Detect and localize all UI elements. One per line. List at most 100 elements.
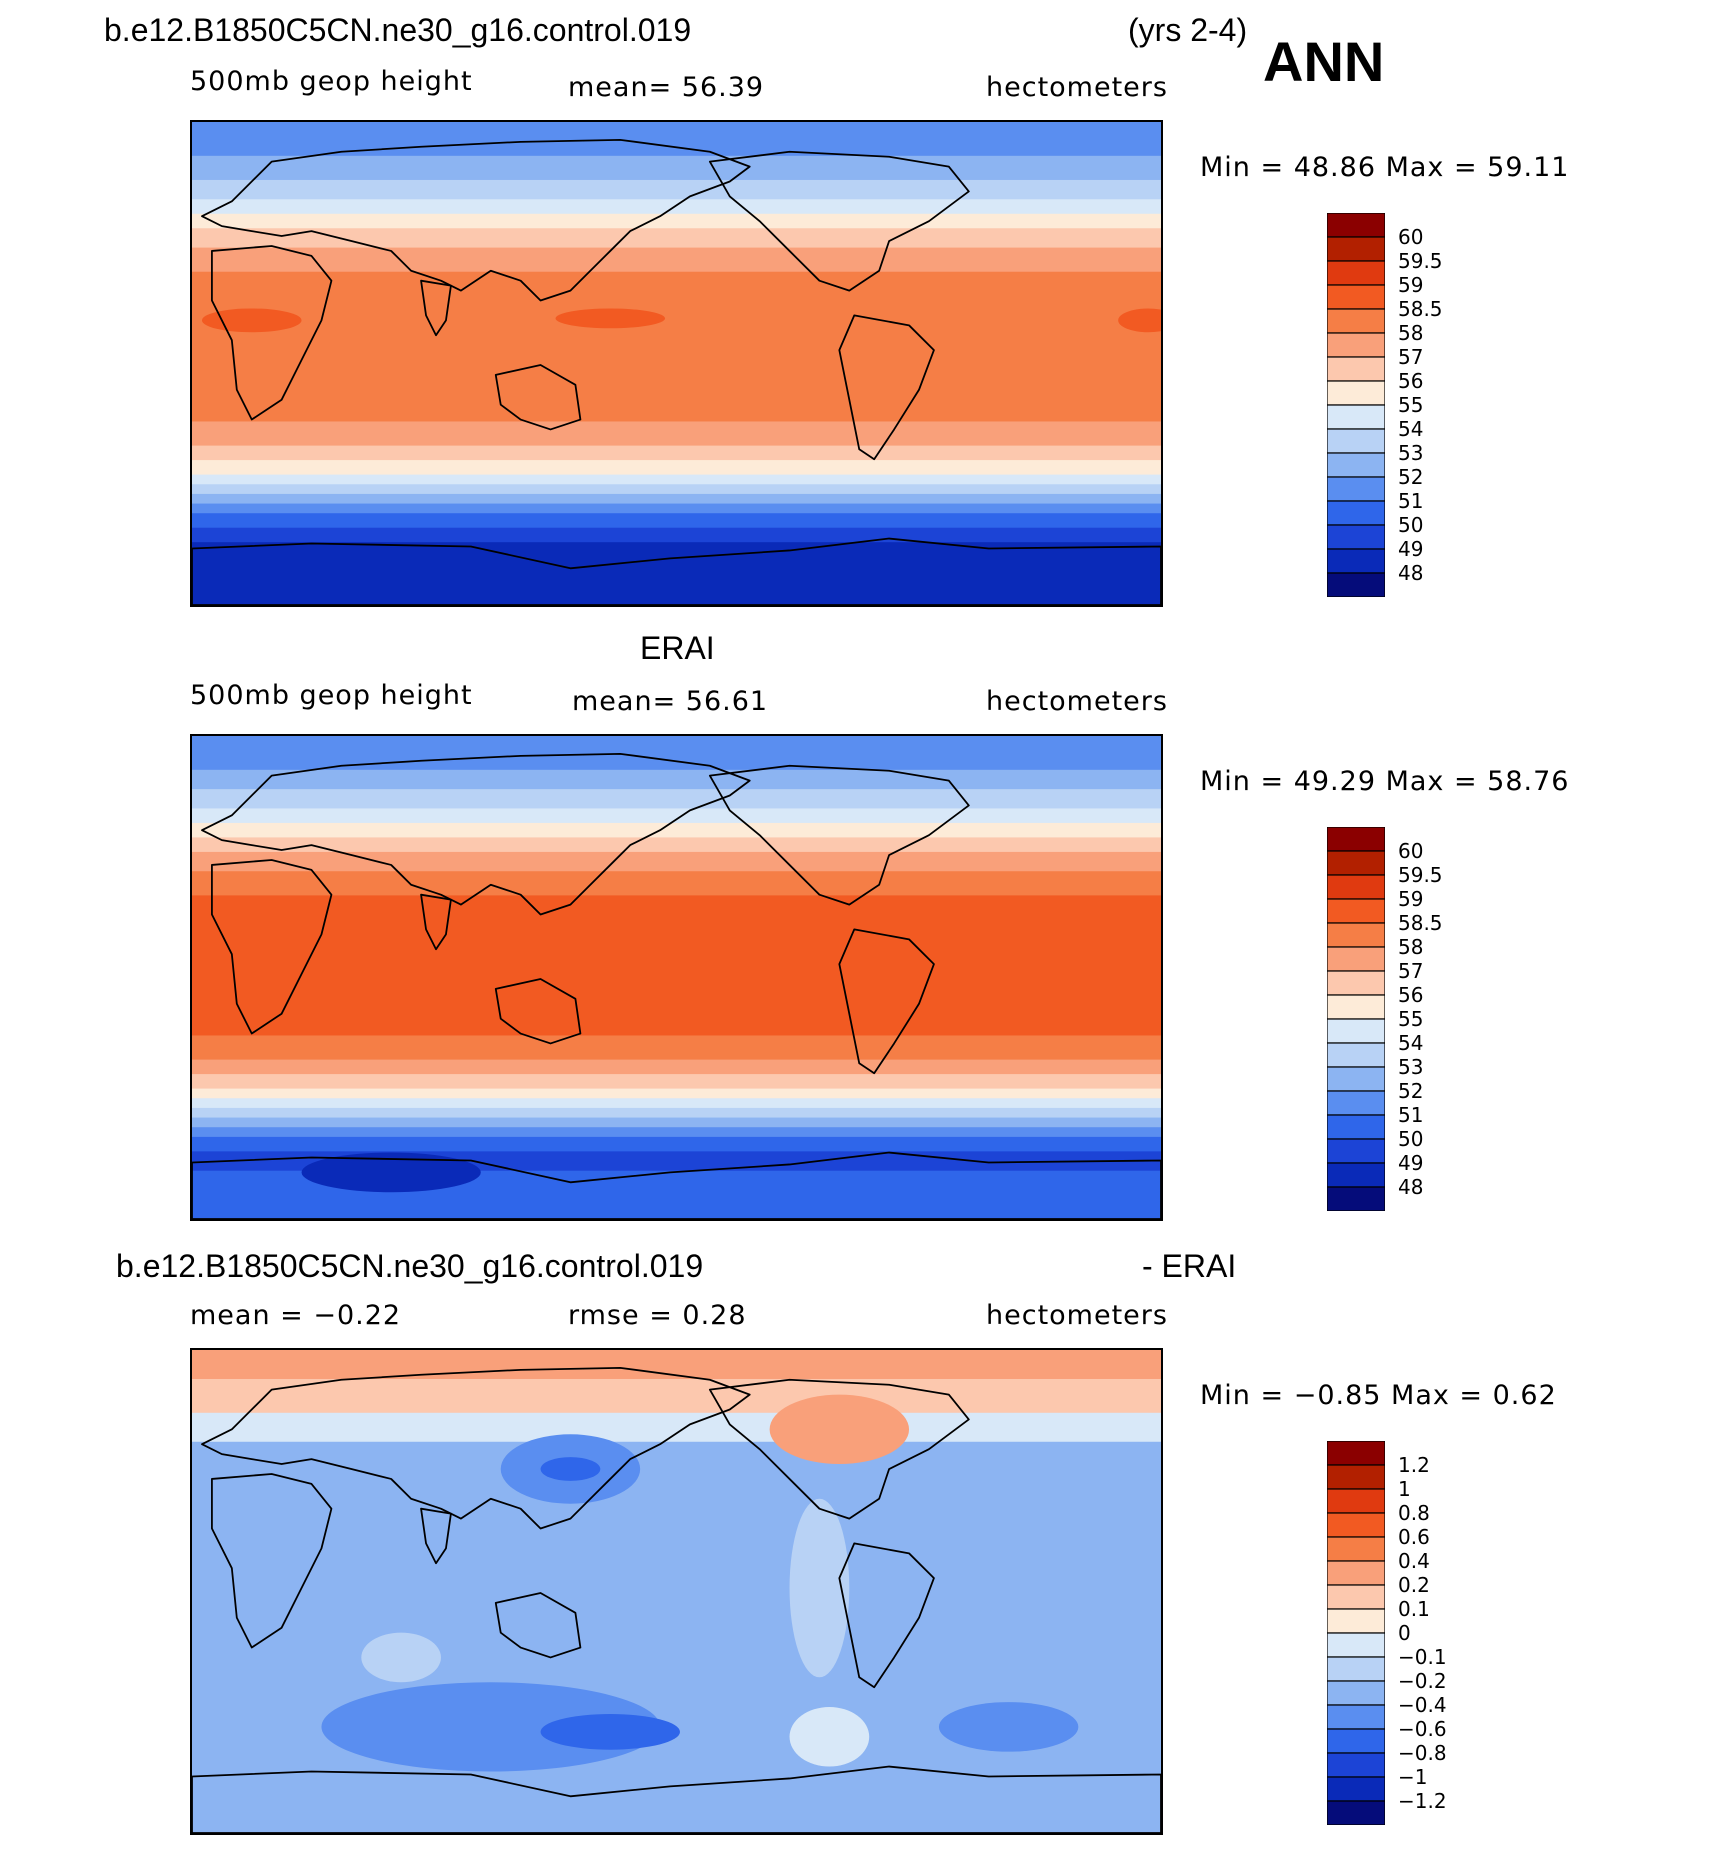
coastline [420,893,452,951]
contour-band [192,871,1161,897]
panel1-colorbar-labels: 60 59.5 59 58.5 58 57 56 55 54 53 52 51 50 49 48 [1398,213,1498,597]
colorbar-label: 50 [1398,513,1424,537]
panel1-map [190,120,1163,607]
contour-band [192,271,1161,423]
contour-band [192,484,1161,495]
contour-blob [1118,308,1161,333]
colorbar-label: 0.2 [1398,1573,1430,1597]
panel2-map [190,734,1163,1221]
contour-band [192,542,1161,605]
colorbar-label: 0.8 [1398,1501,1430,1525]
colorbar-label: −0.4 [1398,1693,1447,1717]
colorbar-label: 0.6 [1398,1525,1430,1549]
colorbar-label: 59.5 [1398,863,1443,887]
contour-blob [361,1632,441,1683]
contour-band [192,213,1161,230]
colorbar-label: −0.8 [1398,1741,1447,1765]
colorbar-label: 58.5 [1398,911,1443,935]
colorbar-label: 0.4 [1398,1549,1430,1573]
colorbar-box [1327,332,1385,358]
colorbar-label: 56 [1398,369,1424,393]
contour-band [192,1088,1161,1100]
panel3-map [190,1348,1163,1835]
contour-band [192,769,1161,791]
colorbar-label: 60 [1398,225,1424,249]
coastline [708,1378,970,1520]
contour-band [192,822,1161,839]
panel2-variable: 500mb geop height [190,680,473,711]
colorbar-label: 49 [1398,537,1424,561]
contour-blob [201,308,302,333]
colorbar-label: 56 [1398,983,1424,1007]
colorbar-box [1327,1584,1385,1610]
colorbar-box [1327,380,1385,406]
coastline [494,978,582,1045]
colorbar-label: 0 [1398,1621,1411,1645]
coastline [838,314,935,461]
colorbar-label: 0.1 [1398,1597,1430,1621]
colorbar-box [1327,500,1385,526]
contour-band [192,789,1161,810]
contour-blob [301,1152,481,1193]
colorbar-label: 51 [1398,489,1424,513]
panel2-units: hectometers [986,686,1168,717]
colorbar-box [1327,1536,1385,1562]
contour-band [192,1074,1161,1090]
colorbar-label: 49 [1398,1151,1424,1175]
coastline [838,928,935,1075]
colorbar-box [1327,1090,1385,1116]
colorbar-label: 57 [1398,959,1424,983]
colorbar-box [1327,1488,1385,1514]
colorbar-box [1327,404,1385,430]
case-title: b.e12.B1850C5CN.ne30_g16.control.019 [104,12,692,48]
contour-blob [789,1498,850,1678]
coastline [708,764,970,906]
colorbar-box [1327,428,1385,454]
contour-band [192,1107,1161,1119]
colorbar-box [1327,213,1385,238]
panel1-colorbar [1327,213,1385,597]
contour-band [192,1441,1161,1496]
colorbar-box [1327,572,1385,597]
colorbar-box [1327,922,1385,948]
colorbar-label: 52 [1398,1079,1424,1103]
colorbar-label: 57 [1398,345,1424,369]
colorbar-box [1327,476,1385,502]
coastline [708,150,970,292]
colorbar-box [1327,850,1385,876]
colorbar-box [1327,1018,1385,1044]
colorbar-box [1327,1066,1385,1092]
colorbar-box [1327,827,1385,852]
colorbar-box [1327,1704,1385,1730]
contour-band [192,837,1161,853]
colorbar-label: 58 [1398,935,1424,959]
colorbar-label: 59.5 [1398,249,1443,273]
coastline [192,1151,1161,1219]
panel2-title: ERAI [640,630,715,666]
colorbar-box [1327,1138,1385,1164]
contour-blob [938,1702,1079,1752]
contour-band [192,1136,1161,1153]
colorbar-label: 59 [1398,887,1424,911]
panel2-colorbar [1327,827,1385,1211]
colorbar-label: 52 [1398,465,1424,489]
contour-band [192,1098,1161,1109]
coastline [838,1542,935,1689]
contour-band [192,808,1161,824]
colorbar-box [1327,1441,1385,1466]
coastline [192,537,1161,605]
panel3-colorbar [1327,1441,1385,1825]
panel3-mean: mean = −0.22 [190,1300,402,1331]
colorbar-label: 51 [1398,1103,1424,1127]
colorbar-box [1327,1042,1385,1068]
colorbar-box [1327,1162,1385,1188]
colorbar-label: 48 [1398,1175,1424,1199]
colorbar-label: 59 [1398,273,1424,297]
colorbar-label: 1.2 [1398,1453,1430,1477]
colorbar-label: 58.5 [1398,297,1443,321]
contour-band [192,474,1161,486]
colorbar-box [1327,356,1385,382]
colorbar-box [1327,260,1385,286]
contour-band [192,513,1161,529]
colorbar-box [1327,308,1385,334]
